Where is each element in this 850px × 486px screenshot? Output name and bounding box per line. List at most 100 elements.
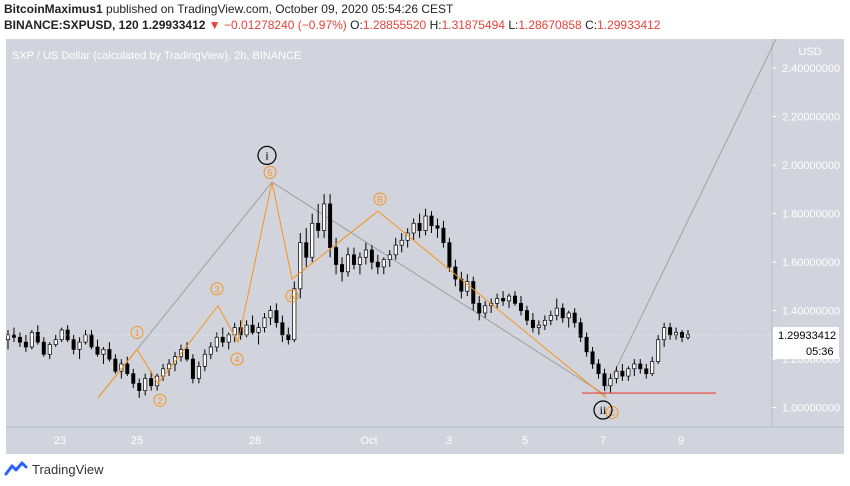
wave-label-4: 4 <box>230 352 244 366</box>
candle <box>190 354 195 384</box>
candle <box>435 218 440 238</box>
candle-body <box>417 222 422 231</box>
wave-label-b: B <box>373 192 387 206</box>
candle <box>548 310 553 326</box>
candle <box>674 327 679 340</box>
candle <box>632 359 637 377</box>
candle <box>316 203 321 238</box>
y-tick-label: 2.20000000 <box>782 112 840 124</box>
price-change: −0.01278240 (−0.97%) <box>224 18 347 32</box>
candle-body <box>149 378 154 387</box>
wave-label-circle <box>373 192 387 206</box>
candle <box>107 342 112 362</box>
candle-body <box>11 334 16 338</box>
wave-label-circle <box>230 352 244 366</box>
countdown-label: 05:36 <box>806 346 834 358</box>
candle-body <box>363 249 368 258</box>
candle-body <box>668 327 673 336</box>
candle <box>614 366 619 384</box>
candle <box>530 313 535 333</box>
candle <box>47 342 52 360</box>
last-price: 1.29933412 <box>142 18 206 32</box>
candle-body <box>304 242 309 258</box>
candle-body <box>483 305 488 314</box>
candle-body <box>548 315 553 321</box>
candle-body <box>381 259 386 268</box>
candle <box>17 332 22 347</box>
price-tag-label: 1.29933412 <box>778 330 836 342</box>
candle-body <box>107 349 112 360</box>
candle-body <box>369 249 374 263</box>
candle-body <box>662 327 667 341</box>
wave-label-circle <box>285 289 299 303</box>
candle <box>644 363 649 379</box>
candle <box>83 330 88 345</box>
candle-body <box>602 373 607 387</box>
candle <box>566 310 571 328</box>
major-label-circle <box>593 400 613 420</box>
candle <box>608 373 613 394</box>
candle-body <box>89 334 94 348</box>
low-value: 1.28670858 <box>518 18 582 32</box>
publish-info: BitcoinMaximus1 published on TradingView… <box>4 2 453 16</box>
candle <box>375 254 380 275</box>
candle-body <box>584 336 589 353</box>
candle <box>89 330 94 350</box>
candle-body <box>173 356 178 365</box>
tradingview-logo-icon[interactable] <box>4 460 28 478</box>
brand-name[interactable]: TradingView <box>32 462 104 477</box>
candle <box>650 356 655 377</box>
candle-body <box>471 281 476 304</box>
close-value: 1.29933412 <box>597 18 661 32</box>
candle <box>53 334 58 347</box>
candle <box>137 378 142 398</box>
candle <box>113 354 118 374</box>
candle <box>131 368 136 389</box>
candle <box>656 334 661 364</box>
candle-body <box>334 247 339 265</box>
wave-label-1: 1 <box>130 325 144 339</box>
chart-area[interactable]: SXP / US Dollar (calculated by TradingVi… <box>0 37 850 454</box>
candle-body <box>620 370 625 377</box>
candle <box>524 305 529 326</box>
candle <box>274 303 279 328</box>
elliott-wave-line <box>97 181 607 399</box>
candle <box>584 332 589 357</box>
candle-body <box>6 334 10 341</box>
candle-body <box>137 383 142 391</box>
candle-body <box>524 310 529 321</box>
candle-body <box>542 319 547 326</box>
y-tick-label: 1.40000000 <box>782 306 840 318</box>
candle <box>626 366 631 381</box>
y-tick-label: 2.00000000 <box>782 160 840 172</box>
author-name[interactable]: BitcoinMaximus1 <box>4 2 103 16</box>
chart-header: BitcoinMaximus1 published on TradingView… <box>4 0 844 36</box>
candle <box>220 327 225 347</box>
candle <box>35 325 40 345</box>
candle <box>202 349 207 372</box>
wave-label-text: C <box>609 408 616 418</box>
candle <box>441 220 446 248</box>
candle-body <box>322 203 327 231</box>
candle <box>23 334 28 352</box>
candle-body <box>477 302 482 314</box>
candle-body <box>656 339 661 362</box>
candle-body <box>47 344 52 355</box>
candle-body <box>202 353 207 367</box>
major-wave-label-i: i <box>257 145 277 166</box>
candle-body <box>614 370 619 379</box>
candle-body <box>77 341 82 350</box>
candle-body <box>83 334 88 343</box>
candle <box>662 322 667 347</box>
price-chart[interactable]: SXP / US Dollar (calculated by TradingVi… <box>0 37 850 454</box>
major-wave-label-ii: ii <box>593 400 613 420</box>
x-tick-label: 7 <box>600 435 606 447</box>
candle-body <box>208 346 213 355</box>
y-tick-label: 1.80000000 <box>782 209 840 221</box>
candle <box>399 233 404 253</box>
candle <box>262 313 267 333</box>
wave-label-text: 5 <box>267 168 272 178</box>
major-label-circle <box>257 145 277 166</box>
candle-body <box>441 227 446 244</box>
candle-body <box>125 363 130 375</box>
